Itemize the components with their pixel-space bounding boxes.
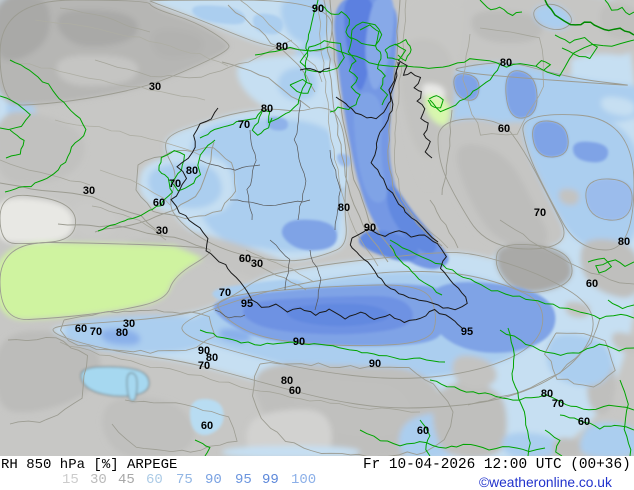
svg-text:80: 80: [338, 202, 350, 214]
svg-text:80: 80: [500, 57, 512, 69]
svg-text:30: 30: [83, 185, 95, 197]
svg-text:30: 30: [251, 258, 263, 270]
svg-text:80: 80: [541, 388, 553, 400]
svg-text:60: 60: [153, 197, 165, 209]
svg-text:80: 80: [116, 327, 128, 339]
svg-text:90: 90: [364, 222, 376, 234]
svg-text:60: 60: [498, 123, 510, 135]
svg-text:90: 90: [312, 3, 324, 15]
svg-text:80: 80: [186, 165, 198, 177]
svg-text:60: 60: [75, 323, 87, 335]
svg-text:95: 95: [461, 326, 473, 338]
svg-text:30: 30: [156, 225, 168, 237]
svg-text:60: 60: [417, 425, 429, 437]
svg-text:60: 60: [201, 420, 213, 432]
svg-text:30: 30: [123, 318, 135, 330]
svg-text:90: 90: [293, 336, 305, 348]
svg-text:80: 80: [206, 352, 218, 364]
svg-text:80: 80: [281, 375, 293, 387]
svg-text:60: 60: [239, 253, 251, 265]
svg-text:80: 80: [618, 236, 630, 248]
svg-text:70: 70: [552, 398, 564, 410]
svg-text:80: 80: [276, 41, 288, 53]
svg-text:60: 60: [586, 278, 598, 290]
svg-text:70: 70: [198, 360, 210, 372]
svg-text:90: 90: [198, 345, 210, 357]
svg-text:70: 70: [169, 178, 181, 190]
svg-text:60: 60: [578, 416, 590, 428]
svg-text:70: 70: [534, 207, 546, 219]
svg-text:70: 70: [90, 326, 102, 338]
svg-text:80: 80: [261, 103, 273, 115]
svg-text:95: 95: [241, 298, 253, 310]
svg-text:90: 90: [369, 358, 381, 370]
svg-text:70: 70: [219, 287, 231, 299]
svg-text:30: 30: [149, 81, 161, 93]
svg-text:70: 70: [238, 119, 250, 131]
svg-text:60: 60: [289, 385, 301, 397]
